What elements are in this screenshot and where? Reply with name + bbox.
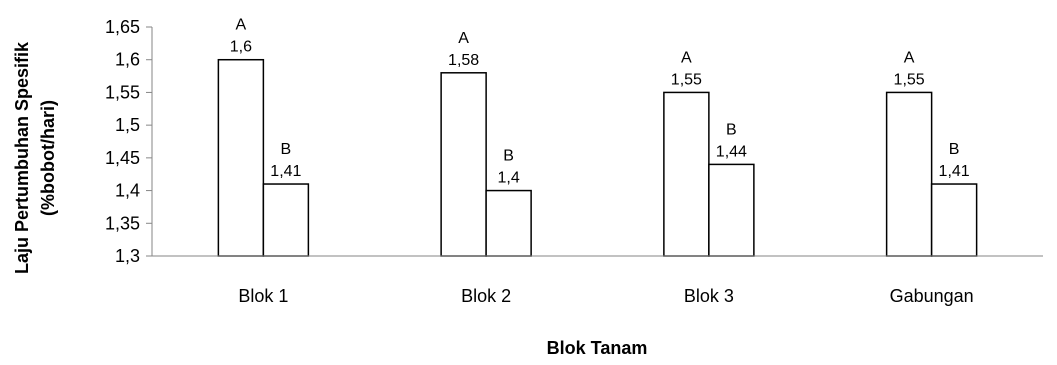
x-axis-category-labels: Blok 1 Blok 2 Blok 3 Gabungan — [238, 286, 973, 306]
data-label-group: B — [281, 141, 292, 158]
y-axis-title-line-2: (%bobot/hari) — [38, 100, 58, 216]
y-axis-ticks: 1,3 1,35 1,4 1,45 1,5 1,55 1,6 1,65 — [105, 17, 152, 266]
bar-series-2-2 — [708, 163, 755, 257]
axes — [151, 27, 1043, 257]
data-label-group: A — [236, 17, 247, 34]
y-tick-label: 1,35 — [105, 213, 140, 233]
data-label-group: B — [726, 121, 737, 138]
x-axis-title: Blok Tanam — [547, 338, 648, 358]
data-label-value: 1,4 — [498, 170, 520, 187]
data-label-value: 1,55 — [894, 71, 925, 88]
y-tick-label: 1,6 — [115, 50, 140, 70]
bar-series-2-1 — [485, 189, 532, 257]
data-label-value: 1,6 — [230, 39, 252, 56]
data-label-group: B — [503, 148, 514, 165]
data-label-group: A — [681, 49, 692, 66]
y-tick-label: 1,3 — [115, 246, 140, 266]
data-label-value: 1,44 — [716, 143, 747, 160]
data-label-group: B — [949, 141, 960, 158]
bar-series-1-3 — [885, 91, 933, 257]
data-label-group: A — [458, 30, 469, 47]
bar-series-1-1 — [440, 72, 487, 257]
y-tick-label: 1,5 — [115, 115, 140, 135]
bar-series-2-0 — [262, 183, 310, 257]
bar-series-1-0 — [217, 58, 265, 257]
data-label-value: 1,41 — [939, 163, 970, 180]
bar-series-2-3 — [930, 183, 978, 257]
y-axis-title: Laju Pertumbuhan Spesifik (%bobot/hari) — [12, 41, 58, 274]
data-labels: 1,6 A 1,41 B 1,58 A 1,4 B 1,55 A 1,44 B 1,55 A 1,41 B — [230, 17, 970, 187]
y-tick-label: 1,55 — [105, 82, 140, 102]
bars — [217, 58, 978, 257]
x-category-label: Gabungan — [890, 286, 974, 306]
data-label-group: A — [904, 49, 915, 66]
data-label-value: 1,58 — [448, 52, 479, 69]
x-category-label: Blok 2 — [461, 286, 511, 306]
y-tick-label: 1,65 — [105, 17, 140, 37]
data-label-value: 1,41 — [270, 163, 301, 180]
bar-series-1-2 — [663, 91, 710, 257]
x-category-label: Blok 3 — [684, 286, 734, 306]
x-category-label: Blok 1 — [238, 286, 288, 306]
y-tick-label: 1,4 — [115, 181, 140, 201]
y-axis-title-line-1: Laju Pertumbuhan Spesifik — [12, 41, 32, 274]
data-label-value: 1,55 — [671, 71, 702, 88]
y-tick-label: 1,45 — [105, 148, 140, 168]
